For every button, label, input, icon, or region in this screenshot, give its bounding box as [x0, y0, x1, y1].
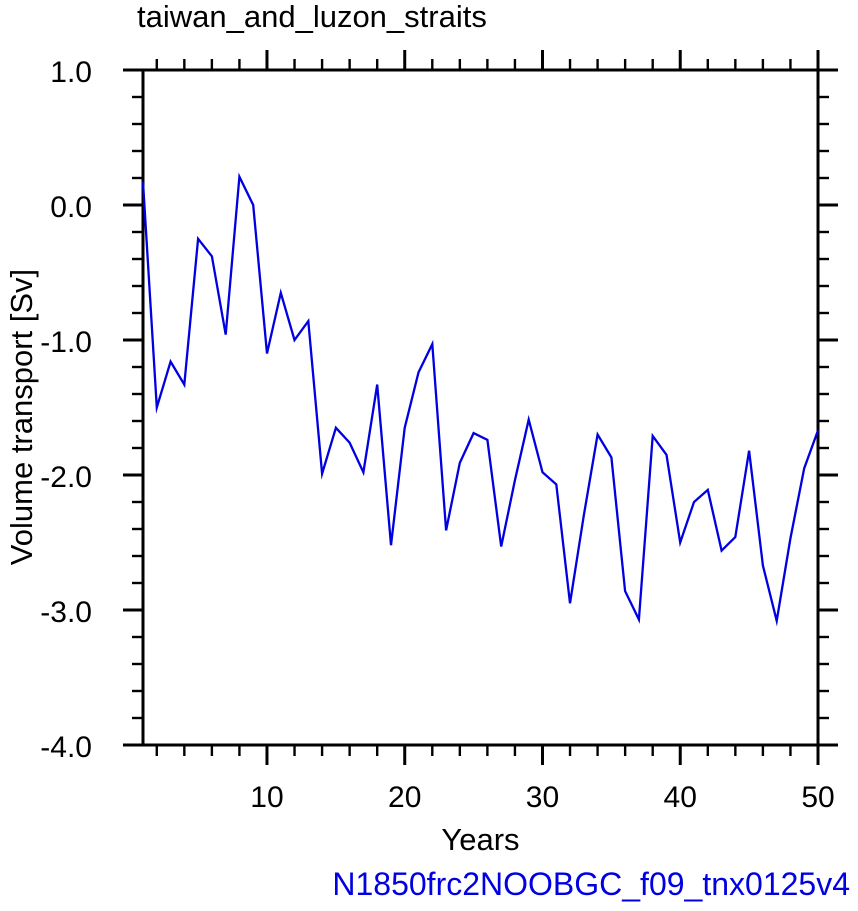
- chart-title: taiwan_and_luzon_straits: [137, 0, 487, 34]
- x-tick-label: 50: [801, 781, 834, 814]
- volume-transport-series-line: [141, 172, 820, 627]
- y-tick-label: 1.0: [50, 56, 92, 89]
- x-tick-label: 20: [388, 781, 421, 814]
- axis-ticks: [123, 50, 838, 765]
- y-tick-label: -4.0: [40, 731, 92, 764]
- run-name-annotation: N1850frc2NOOBGC_f09_tnx0125v4: [332, 866, 850, 902]
- x-axis-title: Years: [441, 822, 520, 857]
- x-tick-label: 10: [250, 781, 283, 814]
- y-tick-label: -3.0: [40, 596, 92, 629]
- axis-tick-labels: 1.0 0.0 -1.0 -2.0 -3.0 -4.0 10 20 30 40 50: [40, 56, 834, 814]
- x-tick-label: 40: [664, 781, 697, 814]
- y-tick-label: -2.0: [40, 461, 92, 494]
- x-tick-label: 30: [526, 781, 559, 814]
- y-tick-label: -1.0: [40, 326, 92, 359]
- plot-frame: [141, 68, 820, 747]
- y-tick-label: 0.0: [50, 191, 92, 224]
